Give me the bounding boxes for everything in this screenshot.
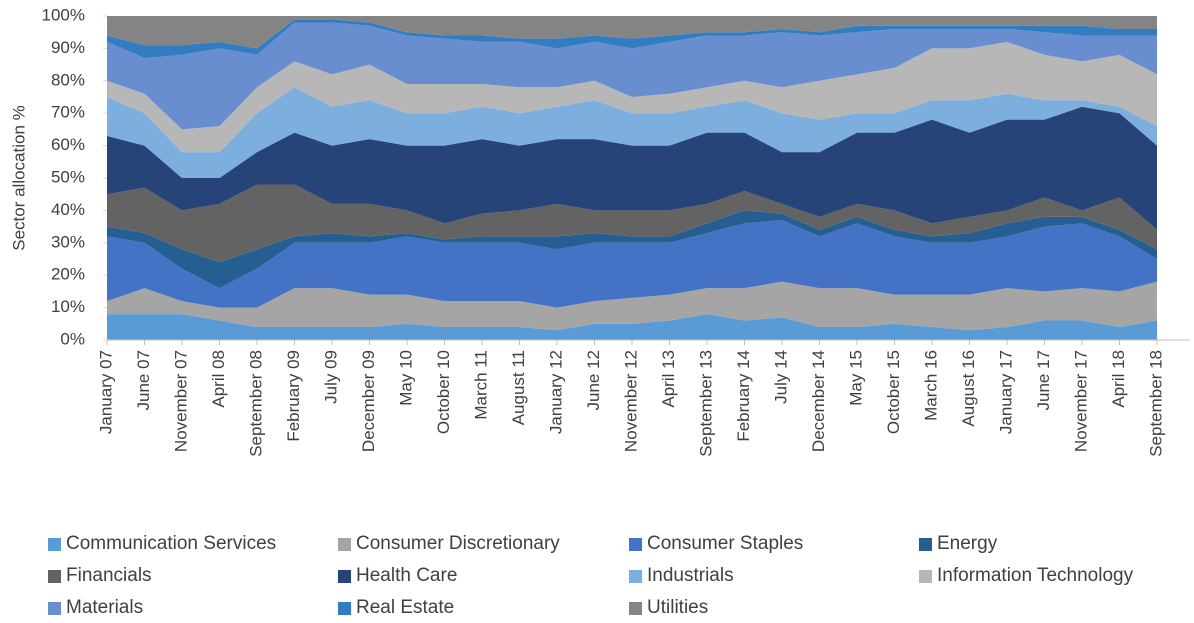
legend-label: Energy	[937, 533, 998, 554]
area	[107, 106, 1157, 230]
legend-swatch	[629, 538, 642, 551]
x-tick-label: January 07	[96, 350, 115, 434]
legend-item: Utilities	[629, 597, 708, 618]
y-tick-label: 30%	[51, 232, 85, 251]
x-tick-label: September 08	[246, 350, 265, 457]
x-tick-label: April 18	[1109, 350, 1128, 408]
legend-label: Real Estate	[356, 597, 454, 618]
y-tick-label: 80%	[51, 70, 85, 89]
legend-label: Utilities	[647, 597, 708, 618]
legend-item: Industrials	[629, 565, 734, 586]
x-tick-label: April 13	[659, 350, 678, 408]
legend-item: Real Estate	[338, 597, 454, 618]
legend-label: Consumer Discretionary	[356, 533, 560, 554]
legend-item: Materials	[48, 597, 143, 618]
legend-swatch	[48, 538, 61, 551]
legend-swatch	[48, 570, 61, 583]
x-tick-label: August 16	[959, 350, 978, 427]
legend-label: Information Technology	[937, 565, 1134, 586]
x-tick-label: August 11	[509, 350, 528, 425]
legend-swatch	[629, 570, 642, 583]
x-tick-label: January 12	[546, 350, 565, 434]
legend-label: Materials	[66, 597, 143, 618]
y-tick-label: 50%	[51, 167, 85, 186]
x-tick-label: November 12	[621, 350, 640, 452]
legend-label: Health Care	[356, 565, 457, 586]
legend-swatch	[919, 570, 932, 583]
legend-swatch	[629, 602, 642, 615]
y-tick-label: 10%	[51, 297, 85, 316]
legend-label: Communication Services	[66, 533, 276, 554]
legend-swatch	[919, 538, 932, 551]
x-tick-label: November 17	[1071, 350, 1090, 452]
y-tick-label: 40%	[51, 200, 85, 219]
legend-swatch	[338, 602, 351, 615]
legend-swatch	[338, 538, 351, 551]
x-tick-label: October 10	[434, 350, 453, 434]
x-tick-label: February 14	[734, 350, 753, 442]
legend-item: Health Care	[338, 565, 457, 586]
x-tick-label: May 10	[396, 350, 415, 406]
y-tick-label: 20%	[51, 265, 85, 284]
x-tick-label: October 15	[884, 350, 903, 434]
x-tick-label: July 09	[321, 350, 340, 404]
area	[107, 314, 1157, 340]
x-tick-label: December 14	[809, 350, 828, 452]
y-tick-label: 90%	[51, 38, 85, 57]
y-axis-label: Sector allocation %	[9, 105, 28, 251]
x-tick-label: January 17	[996, 350, 1015, 434]
legend-item: Energy	[919, 533, 998, 554]
x-tick-label: September 18	[1146, 350, 1165, 457]
y-tick-label: 60%	[51, 135, 85, 154]
legend-item: Consumer Discretionary	[338, 533, 560, 554]
legend: Communication Services Consumer Discretio…	[48, 533, 1134, 618]
legend-item: Consumer Staples	[629, 533, 803, 554]
legend-item: Financials	[48, 565, 152, 586]
y-tick-label: 0%	[60, 329, 85, 348]
area	[107, 16, 1157, 49]
x-tick-label: September 13	[696, 350, 715, 457]
area	[107, 220, 1157, 308]
legend-label: Industrials	[647, 565, 734, 586]
x-tick-label: November 07	[171, 350, 190, 452]
legend-item: Information Technology	[919, 565, 1134, 586]
x-tick-label: March 16	[921, 350, 940, 421]
area	[107, 281, 1157, 331]
x-tick-label: July 14	[771, 350, 790, 404]
y-tick-label: 100%	[42, 5, 85, 24]
legend-item: Communication Services	[48, 533, 276, 554]
legend-label: Financials	[66, 565, 152, 586]
legend-label: Consumer Staples	[647, 533, 803, 554]
area	[107, 22, 1157, 130]
x-tick-label: February 09	[284, 350, 303, 442]
x-tick-label: June 07	[134, 350, 153, 411]
x-tick-label: June 17	[1034, 350, 1053, 411]
x-tick-label: March 11	[471, 350, 490, 420]
x-tick-label: June 12	[584, 350, 603, 411]
legend-swatch	[48, 602, 61, 615]
y-tick-label: 70%	[51, 103, 85, 122]
x-tick-label: December 09	[359, 350, 378, 452]
area	[107, 87, 1157, 178]
x-tick-label: May 15	[846, 350, 865, 406]
x-tick-label: April 08	[209, 350, 228, 408]
legend-swatch	[338, 570, 351, 583]
